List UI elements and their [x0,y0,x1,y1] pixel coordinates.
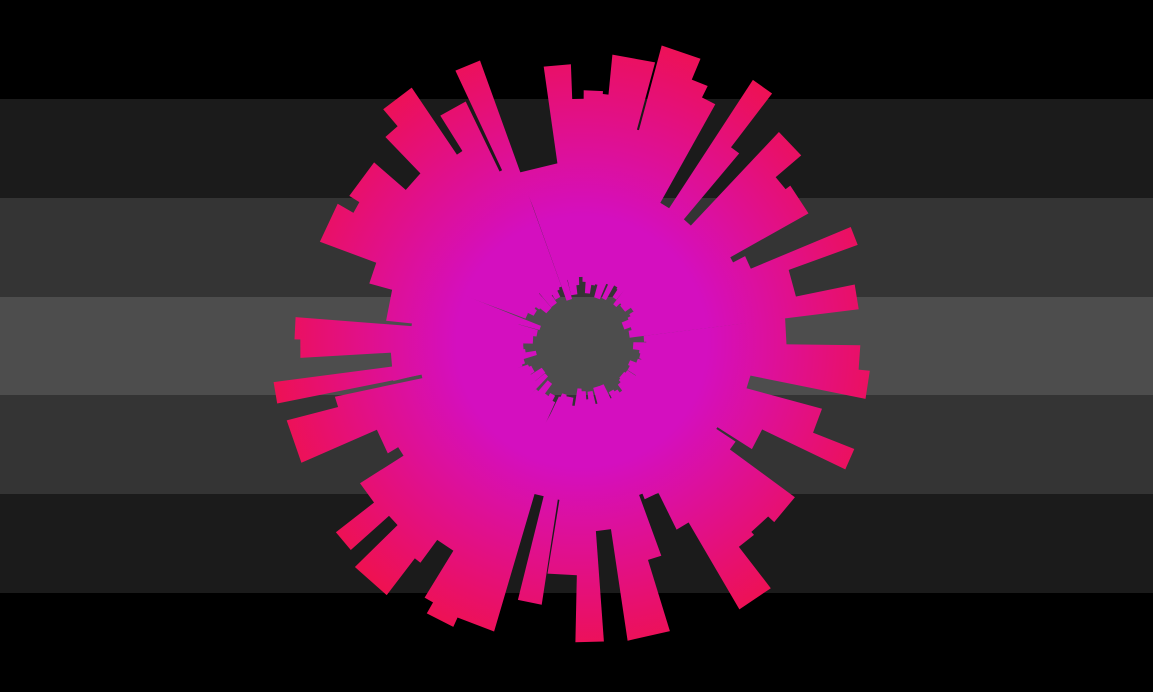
burst-ray [420,350,537,390]
burst-ray [443,144,555,298]
burst-ray [613,216,697,307]
burst-ray [643,318,787,345]
burst-ray [455,60,562,289]
burst-ray [369,260,541,330]
burst-ray [618,389,754,555]
burst-ray [612,137,740,300]
burst-ray [602,69,708,285]
burst-ray [620,165,791,312]
burst-ray [335,378,538,550]
burst-rays [273,45,870,643]
burst-ray [596,384,655,498]
burst-ray [629,252,738,318]
burst-ray [454,396,563,632]
burst-ray [545,172,578,296]
flag-stripe-black-top [0,0,1153,99]
burst-ray [645,284,766,330]
burst-ray [371,364,530,454]
burst-ray [621,227,858,330]
burst-ray [608,389,702,530]
burst-ray [612,389,771,610]
burst-ray [586,398,623,532]
burst-ray [380,373,548,531]
burst-ray [617,381,770,545]
burst-ray [592,403,670,641]
burst-ray [360,367,546,511]
burst-ray [354,389,541,596]
burst-ray [627,256,754,324]
burst-ray [413,365,535,442]
burst-ray [385,120,541,295]
burst-ray [478,163,560,293]
burst-ray [418,184,552,314]
burst-ray [593,386,662,563]
flag-stripe-light-gray-center [0,297,1153,395]
burst-ray [431,393,549,556]
burst-ray [334,356,525,438]
burst-ray [613,199,676,288]
burst-ray [601,94,716,301]
burst-ray [628,284,859,338]
burst-ray [630,185,809,312]
